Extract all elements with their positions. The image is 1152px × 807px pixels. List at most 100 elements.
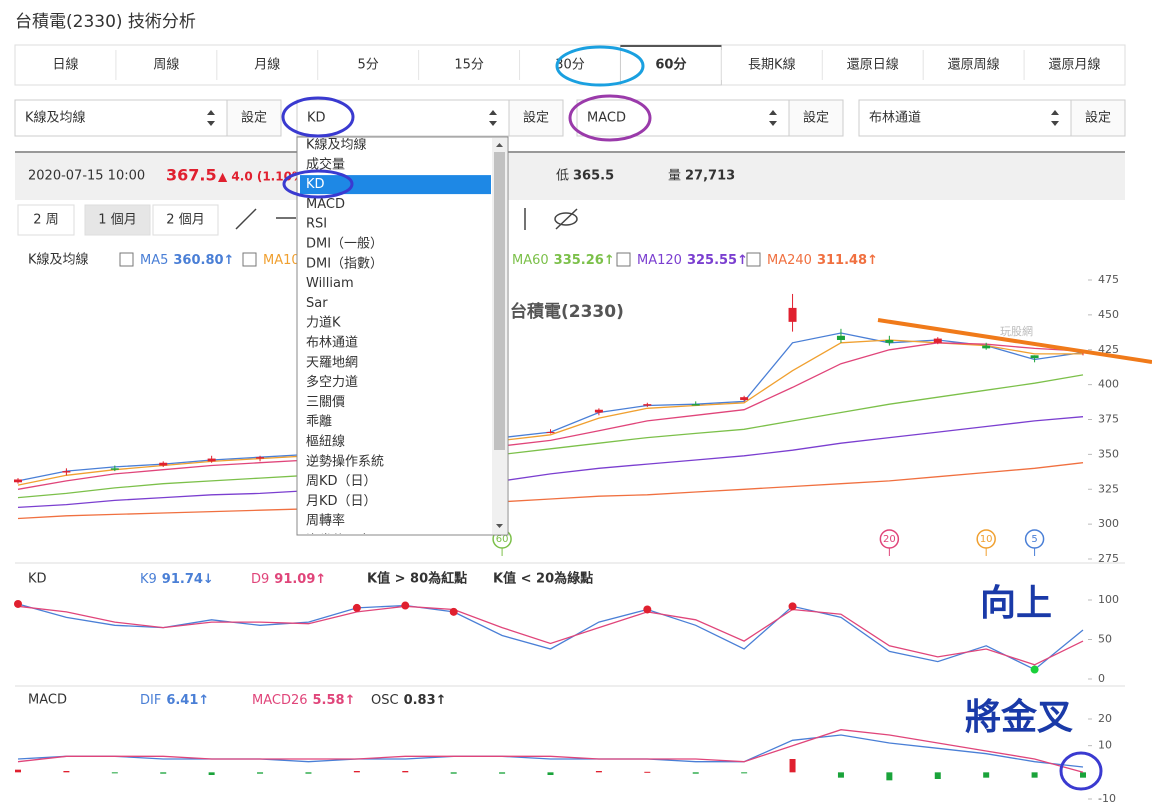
tool-icon[interactable] <box>235 208 257 230</box>
tab[interactable]: 周線 <box>153 57 179 73</box>
tab[interactable]: 30分 <box>555 58 585 73</box>
legend-checkbox[interactable] <box>242 252 257 267</box>
highlight <box>281 96 355 138</box>
tab[interactable]: 還原月線 <box>1049 57 1101 73</box>
range-button[interactable] <box>84 204 151 236</box>
osc-bar <box>15 769 21 773</box>
candle-body <box>643 404 652 406</box>
series-line <box>17 374 1084 499</box>
tool-icon[interactable] <box>555 208 578 230</box>
tab[interactable]: 60分 <box>655 57 686 73</box>
dropdown-item[interactable]: 資券使用率 <box>306 533 371 549</box>
osc-bar <box>789 759 796 773</box>
tab[interactable]: 還原周線 <box>948 57 1000 73</box>
range-label[interactable]: 2 個月 <box>166 213 204 228</box>
annotation-layer: 向上 將金叉 <box>281 45 1152 791</box>
tab[interactable]: 15分 <box>454 58 484 73</box>
button[interactable] <box>508 99 564 137</box>
osc-bar <box>886 772 893 781</box>
legend-checkbox[interactable] <box>616 252 631 267</box>
tool-icon[interactable] <box>554 212 578 226</box>
legend-value: 325.55↑ <box>687 253 748 268</box>
button[interactable] <box>1070 99 1126 137</box>
item-highlight <box>300 175 491 195</box>
dropdown-item[interactable]: 乖離 <box>306 415 332 430</box>
dropdown-item[interactable]: 三關價 <box>306 395 345 410</box>
panel-note: K值 > 80為紅點 <box>367 571 467 587</box>
y-tick-label: 475 <box>1098 273 1119 286</box>
osc-bar <box>160 772 167 774</box>
range-button[interactable] <box>152 204 219 236</box>
select-arrow <box>769 110 777 126</box>
osc-bar <box>934 772 941 779</box>
select-value: MACD <box>587 111 626 126</box>
dropdown-item[interactable]: 力道K <box>306 316 341 331</box>
dropdown-item[interactable]: 樞紐線 <box>306 434 345 450</box>
select-box[interactable] <box>296 99 510 137</box>
candle-body <box>256 457 265 459</box>
y-tick-label: 450 <box>1098 308 1119 321</box>
tab[interactable]: 日線 <box>52 57 78 73</box>
range-label[interactable]: 1 個月 <box>98 213 136 228</box>
button[interactable] <box>788 99 844 137</box>
dropdown-item[interactable]: DMI（一般） <box>306 236 383 252</box>
logo: 玩股網 <box>1000 324 1033 338</box>
tab[interactable]: 5分 <box>358 58 379 73</box>
dropdown-item[interactable]: 逆勢操作系統 <box>306 453 384 469</box>
y-tick-label: 50 <box>1098 633 1112 646</box>
y-tick-label: 10 <box>1098 739 1112 752</box>
dropdown-item[interactable]: 成交量 <box>306 156 345 172</box>
osc-bar <box>837 772 844 778</box>
select-value: KD <box>307 111 326 126</box>
kd-dot <box>1030 665 1039 674</box>
dropdown-item[interactable]: K線及均線 <box>306 137 367 153</box>
candle-body <box>546 432 555 434</box>
dropdown-item[interactable]: 周KD（日） <box>306 474 377 489</box>
tab-selected <box>619 44 722 86</box>
dropdown-item[interactable]: 布林通道 <box>306 336 358 351</box>
legend-checkbox[interactable] <box>119 252 134 267</box>
osc-bar <box>1031 772 1038 778</box>
tab[interactable]: 長期K線 <box>748 57 796 73</box>
dropdown-item[interactable]: William <box>306 276 354 291</box>
quote-low-label: 低 <box>556 169 569 184</box>
dropdown-item[interactable]: RSI <box>306 217 327 232</box>
dropdown[interactable] <box>296 136 509 536</box>
legend-name: MACD26 <box>252 693 308 708</box>
scroll-thumb[interactable] <box>494 152 505 450</box>
dropdown-item[interactable]: Sar <box>306 296 328 311</box>
osc-bar <box>63 771 70 773</box>
legend-entry: MA60 335.26↑ <box>512 253 615 268</box>
range-button[interactable] <box>17 204 75 236</box>
button-label: 設定 <box>803 110 829 126</box>
dropdown-item[interactable]: 天羅地網 <box>306 355 358 370</box>
dropdown-item[interactable]: 周轉率 <box>306 513 345 529</box>
candle-body <box>62 471 71 473</box>
osc-bar <box>741 772 748 774</box>
kd-dot <box>401 601 410 610</box>
candle-body <box>788 307 797 322</box>
button[interactable] <box>226 99 282 137</box>
dropdown-item[interactable]: 月KD（日） <box>306 494 377 509</box>
select-box[interactable] <box>14 99 228 137</box>
dropdown-item[interactable]: KD <box>306 177 325 192</box>
osc-bar <box>305 772 312 774</box>
dropdown-item[interactable]: 多空力道 <box>306 374 358 390</box>
legend-entry: MA10 <box>263 253 300 268</box>
range-label[interactable]: 2 周 <box>33 213 58 228</box>
legend-checkbox[interactable] <box>746 252 761 267</box>
legend-entry: DIF 6.41↑ <box>140 693 209 708</box>
select-box[interactable] <box>576 99 790 137</box>
osc-bar <box>257 772 264 774</box>
annotation: 將金叉 <box>965 696 1073 738</box>
y-tick-label: 425 <box>1098 343 1119 356</box>
series-line <box>17 332 1084 482</box>
dropdown-item[interactable]: MACD <box>306 197 345 212</box>
tab[interactable]: 月線 <box>254 57 280 73</box>
page-title: 台積電(2330) 技術分析 <box>15 12 196 32</box>
legend-value: 91.09↑ <box>274 572 326 587</box>
y-tick-label: 375 <box>1098 413 1119 426</box>
tab[interactable]: 還原日線 <box>847 57 899 73</box>
dropdown-item[interactable]: DMI（指數） <box>306 256 383 271</box>
legend-entry: MA120 325.55↑ <box>637 253 748 268</box>
